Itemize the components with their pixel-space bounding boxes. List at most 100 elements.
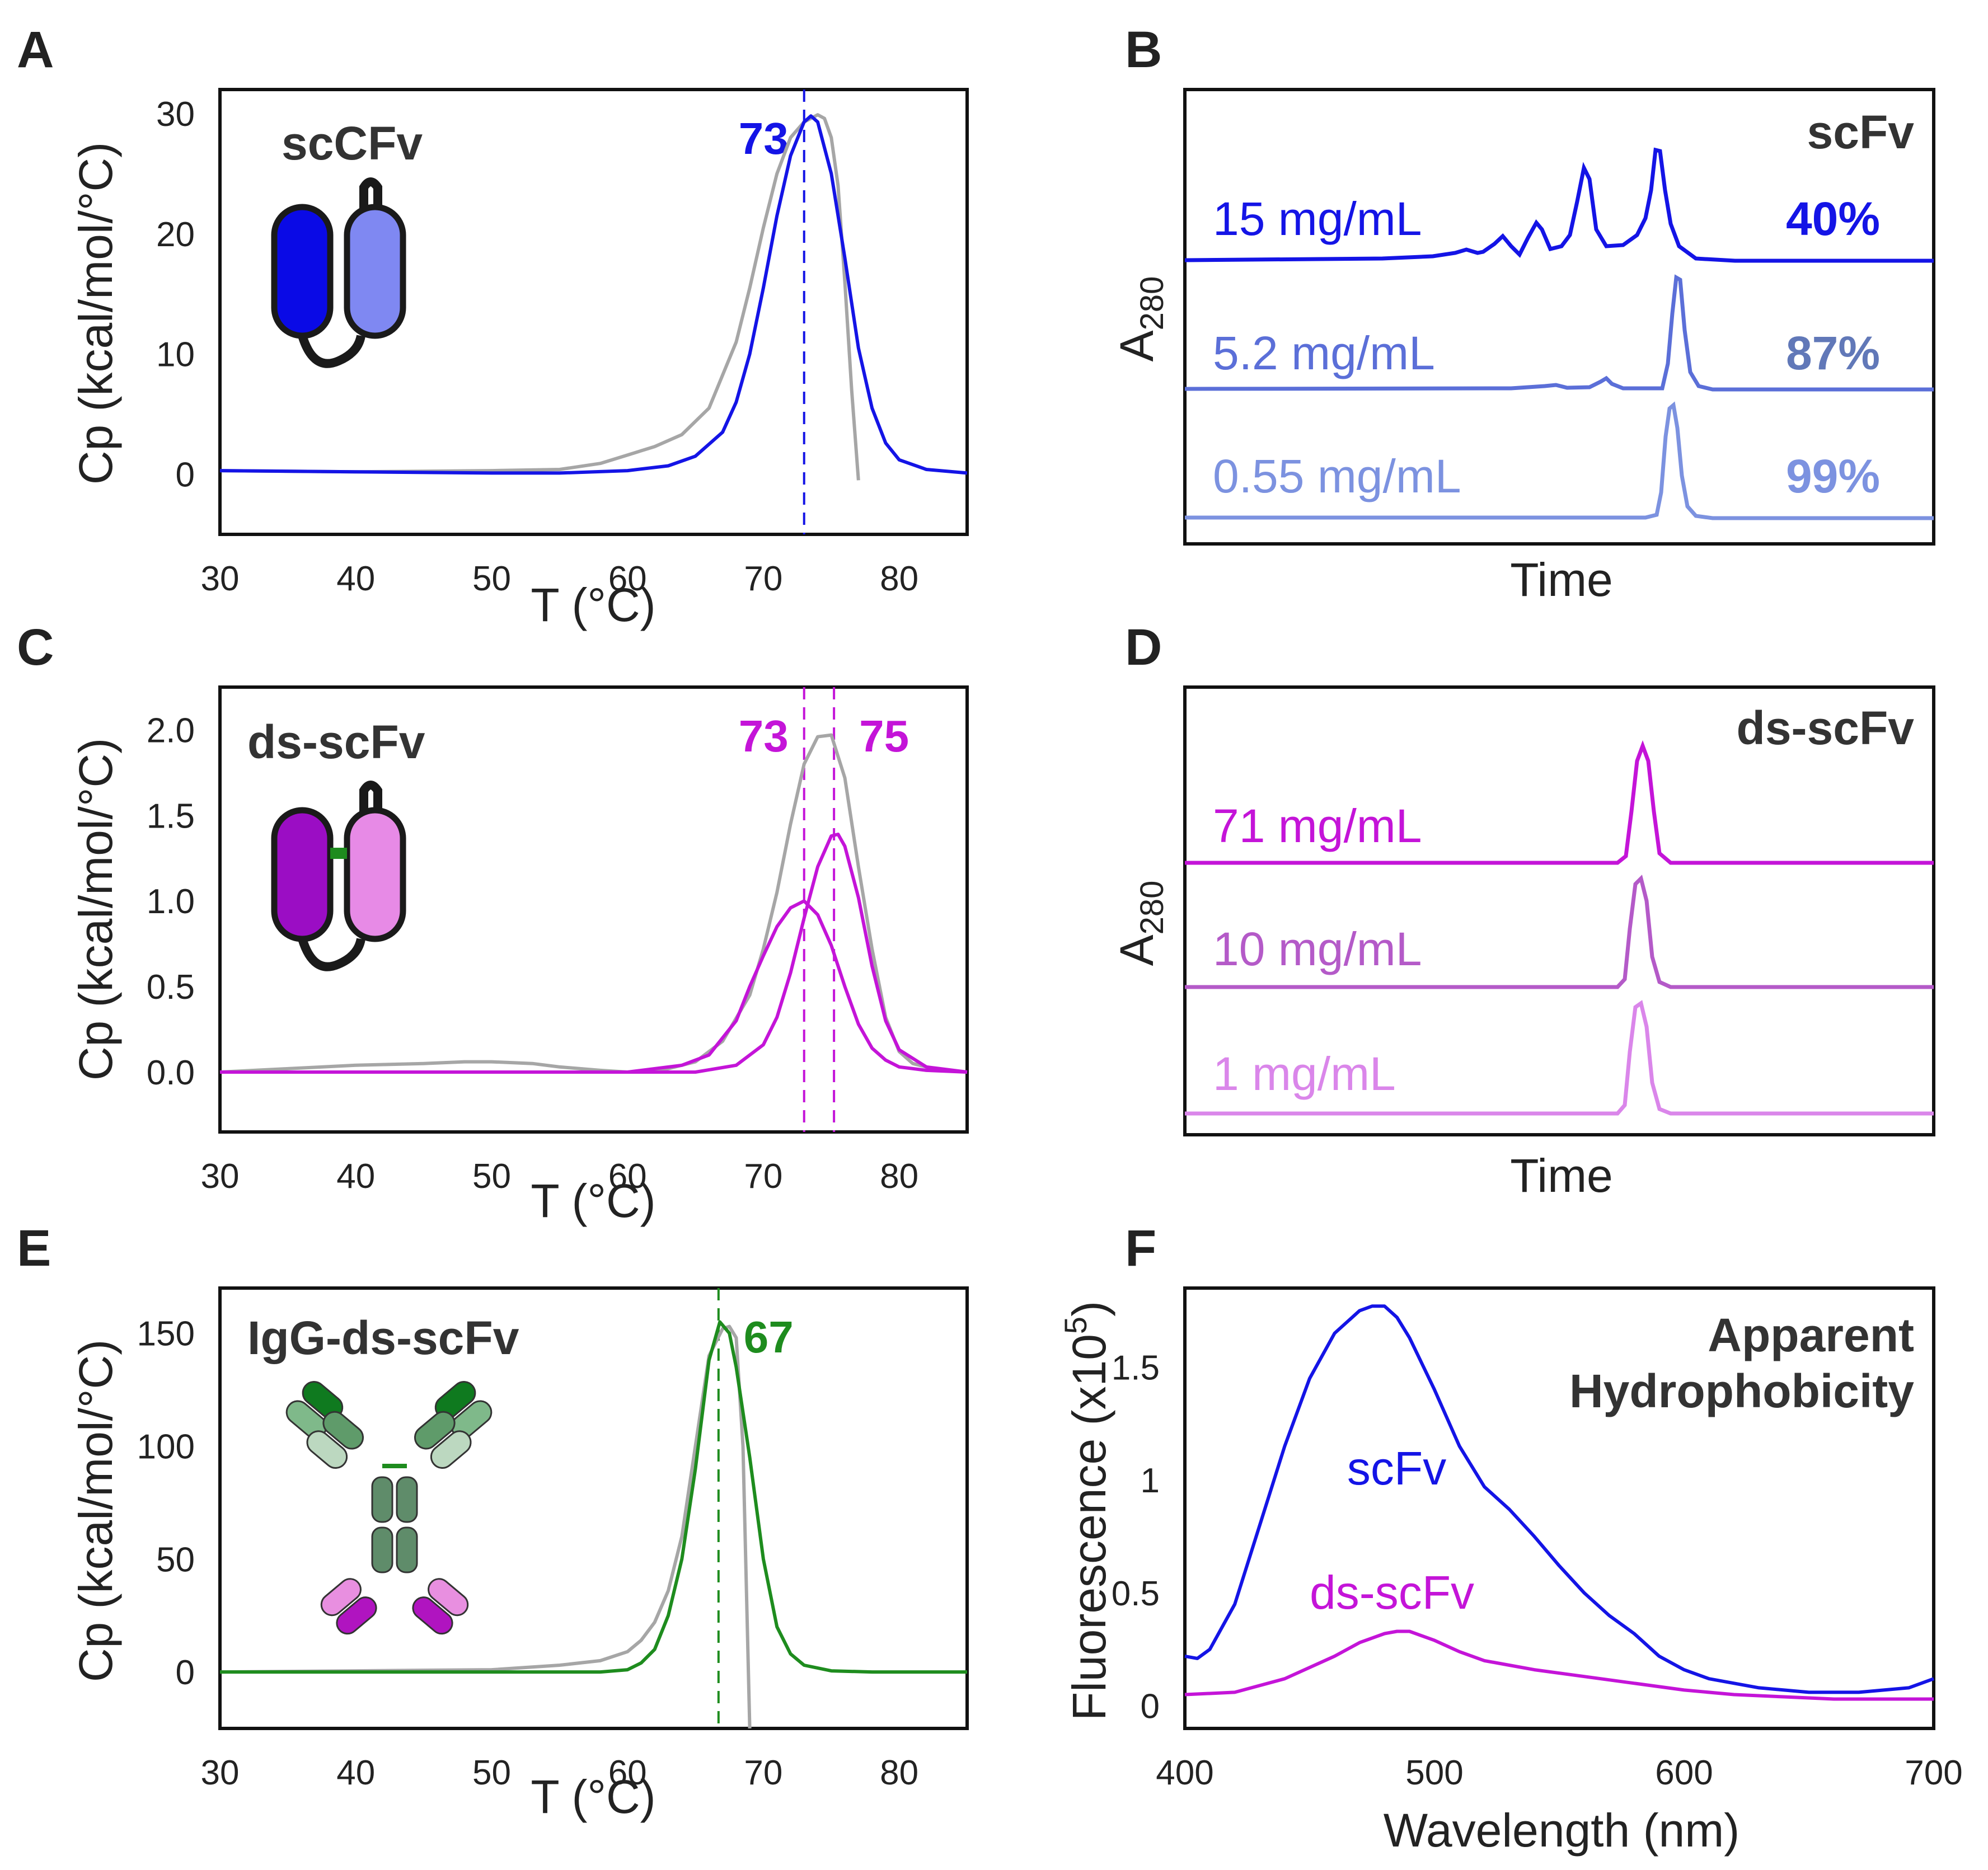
panel-a-tm-label: 73 (739, 114, 789, 163)
panel-e-series-fit (220, 1320, 967, 1674)
panel-e-ytick-label: 0 (176, 1653, 195, 1692)
trace-label-055: 0.55 mg/mL (1213, 450, 1461, 502)
panel-a-ytick-label: 10 (156, 336, 195, 374)
panel-e-ylabel: Cp (kcal/mol/°C) (69, 1340, 122, 1682)
panel-c-series-peak1 (220, 899, 968, 1074)
panel-c-ytick-label: 0.0 (147, 1054, 195, 1092)
panel-c-xlabel: T (°C) (531, 1174, 655, 1227)
panel-d-xlabel: Time (1510, 1149, 1613, 1202)
panel-e-ytick-label: 100 (137, 1428, 195, 1467)
panel-letter-c: C (17, 619, 54, 676)
panel-c-xtick-label: 60 (608, 1157, 647, 1196)
panel-a-xtick-label: 40 (336, 560, 375, 598)
panel-a-xtick-label: 70 (744, 560, 782, 598)
panel-a-xtick-label: 50 (472, 560, 511, 598)
panel-d-title: ds-scFv (1737, 702, 1915, 754)
panel-e-xtick-label: 80 (880, 1754, 918, 1792)
panel-f-ytick-label: 1 (1141, 1462, 1160, 1500)
panel-f-title-line-2: Hydrophobicity (1569, 1365, 1914, 1417)
panel-letter-a: A (17, 21, 54, 78)
trace-label-10: 10 mg/mL (1213, 923, 1422, 975)
panel-e-xtick-label: 70 (744, 1754, 782, 1792)
panel-f-ylabel-exp: 5 (1058, 1317, 1093, 1334)
panel-d-sec-chart: ds-scFv Time A280 71 mg/mL 10 mg/mL 1 mg… (1110, 685, 1935, 1202)
panel-b-traces (1184, 147, 1934, 520)
panel-f-frame (1183, 1286, 1935, 1730)
panel-c-title: ds-scFv (247, 716, 425, 768)
panel-c-xtick-label: 30 (201, 1157, 240, 1196)
panel-b-sec-chart: scFv Time A280 15 mg/mL 40% 5.2 mg/mL 87… (1110, 88, 1935, 606)
trace-d-1 (1185, 1000, 1934, 1116)
panel-f-xtick-label: 700 (1905, 1754, 1962, 1792)
panel-d-traces (1185, 740, 1934, 1116)
panel-a-frame (218, 88, 969, 536)
panel-a-dsc-chart: 30 40 50 60 70 80 0 10 20 30 73 scCFv T (°C) Cp (… (69, 88, 969, 631)
ds-scfv-domain-icon (271, 781, 406, 971)
panel-c-tm-label: 73 (739, 711, 789, 761)
panel-c-xtick-label: 70 (744, 1157, 782, 1196)
panel-c-ytick-label: 1.0 (147, 882, 195, 921)
panel-a-xtick-label: 80 (880, 560, 918, 598)
panel-e-xtick-label: 60 (608, 1754, 647, 1792)
trace-b-52 (1184, 274, 1934, 392)
panel-f-ylabel-base: Fluorescence (x10 (1063, 1334, 1115, 1721)
trace-label-71: 71 mg/mL (1213, 800, 1422, 852)
panel-f-ylabel-close: ) (1063, 1301, 1115, 1317)
panel-f-fluorescence-chart: 400 500 600 700 0 0.5 1 1.5 scFv ds-scFv Apparen… (1058, 1286, 1963, 1857)
scfv-domain-icon (271, 177, 406, 368)
panel-letter-e: E (17, 1220, 51, 1277)
trace-b-15 (1184, 147, 1934, 263)
panel-a-xtick-label: 30 (201, 560, 240, 598)
panel-f-xlabel: Wavelength (nm) (1384, 1804, 1740, 1857)
panel-e-series-data (219, 1324, 752, 1729)
panel-c-ylabel: Cp (kcal/mol/°C) (69, 738, 122, 1080)
panel-a-ytick-label: 0 (176, 456, 195, 495)
panel-c-dsc-chart: 30 40 50 60 70 80 0.0 0.5 1.0 1.5 2.0 73 75 ds-scFv… (69, 685, 969, 1227)
panel-f-xtick-label: 600 (1655, 1754, 1713, 1792)
trace-d-10 (1185, 875, 1934, 989)
panel-a-title: scCFv (282, 117, 423, 170)
panel-f-series-label: scFv (1347, 1442, 1446, 1495)
trace-d-71 (1185, 740, 1934, 865)
panel-c-xtick-label: 50 (472, 1157, 511, 1196)
panel-a-ylabel: Cp (kcal/mol/°C) (69, 142, 122, 485)
trace-label-1: 1 mg/mL (1213, 1047, 1396, 1100)
panel-e-dsc-chart: 30 40 50 60 70 80 0 50 100 150 67 IgG-ds-scFv T (… (69, 1286, 969, 1823)
panel-letter-f: F (1125, 1220, 1156, 1277)
trace-pct-055: 99% (1786, 450, 1880, 502)
panel-e-title: IgG-ds-scFv (247, 1312, 519, 1364)
panel-a-series-data (219, 113, 860, 481)
panel-letter-d: D (1125, 619, 1162, 676)
panel-f-series-label: ds-scFv (1310, 1566, 1474, 1619)
panel-f-title-line-1: Apparent (1708, 1309, 1914, 1361)
panel-a-xlabel: T (°C) (531, 579, 655, 631)
panel-e-xtick-label: 40 (336, 1754, 375, 1792)
panel-e-ytick-label: 50 (156, 1540, 195, 1579)
panel-b-ylabel: A280 (1110, 276, 1170, 362)
panel-f-ytick-label: 0.5 (1112, 1575, 1160, 1613)
panel-d-frame (1183, 685, 1935, 1136)
panel-letter-b: B (1125, 21, 1162, 78)
panel-f-xtick-label: 400 (1156, 1754, 1213, 1792)
trace-b-055 (1185, 401, 1934, 520)
panel-a-ytick-label: 20 (156, 215, 195, 254)
trace-pct-52: 87% (1786, 327, 1880, 379)
panel-c-ytick-label: 0.5 (147, 968, 195, 1007)
igg-ds-scfv-icon (285, 1380, 493, 1635)
panel-c-ytick-label: 1.5 (147, 797, 195, 835)
panel-c-series-peak2 (220, 833, 968, 1074)
panel-c-xtick-label: 80 (880, 1157, 918, 1196)
panel-f-ytick-label: 0 (1141, 1688, 1160, 1726)
panel-e-xtick-label: 50 (472, 1754, 511, 1792)
panel-b-xlabel: Time (1510, 553, 1613, 606)
panel-a-series-fit (219, 114, 968, 475)
panel-c-tm-label: 75 (859, 711, 909, 761)
panel-e-xlabel: T (°C) (531, 1770, 655, 1823)
panel-f-series-scfv (1184, 1304, 1935, 1694)
panel-e-frame (218, 1286, 969, 1730)
panel-c-xtick-label: 40 (336, 1157, 375, 1196)
trace-pct-15: 40% (1786, 192, 1880, 245)
trace-label-52: 5.2 mg/mL (1213, 327, 1435, 379)
panel-c-frame (218, 685, 969, 1134)
